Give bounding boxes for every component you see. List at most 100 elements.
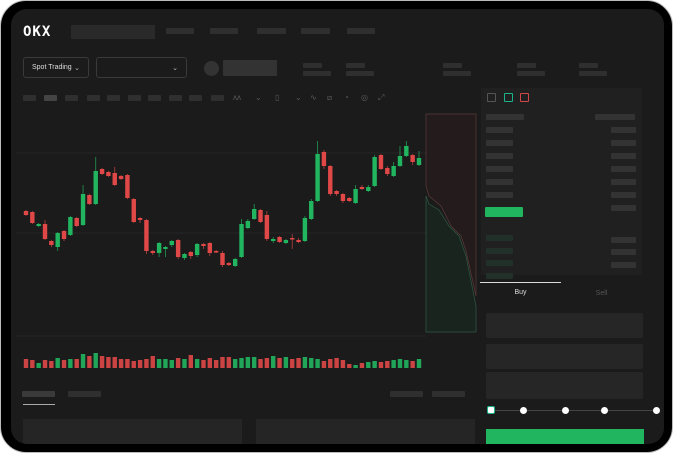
ask-amount <box>611 127 636 133</box>
volume-bar <box>118 359 124 368</box>
okx-logo[interactable]: OKX <box>23 24 52 40</box>
indicator-icon[interactable]: ᴧᴧ <box>233 93 241 102</box>
candle-body <box>42 224 48 239</box>
candle-type-icon[interactable]: ▯ <box>275 93 280 102</box>
candle-body <box>169 241 174 245</box>
volume-bar <box>410 361 415 368</box>
coin-icon <box>204 61 219 76</box>
candle-body <box>340 194 346 201</box>
candle-body <box>194 244 200 255</box>
nav-item[interactable] <box>257 28 286 34</box>
volume-bar <box>169 360 174 368</box>
candle-body <box>251 209 257 219</box>
line-icon[interactable]: ∿ <box>310 93 317 102</box>
chevron-down-icon[interactable]: ⌄ <box>255 93 262 102</box>
orders-tab[interactable] <box>22 391 55 397</box>
pair-select[interactable]: ⌄ <box>96 57 187 78</box>
volume-bar <box>55 358 60 368</box>
ask-amount <box>611 179 636 185</box>
interval-button[interactable] <box>169 95 182 101</box>
search-placeholder[interactable] <box>71 25 155 39</box>
volume-bar <box>194 359 200 368</box>
bid-price <box>486 260 513 266</box>
amount-slider-track[interactable] <box>491 410 657 411</box>
candle-body <box>61 231 67 239</box>
candle-body <box>49 241 54 245</box>
orderbook-bids-icon[interactable] <box>504 93 513 102</box>
candle-body <box>283 240 289 243</box>
nav-item[interactable] <box>166 28 194 34</box>
candle-body <box>87 195 92 204</box>
total-input[interactable] <box>486 372 643 399</box>
fullscreen-icon[interactable]: ⤢ <box>378 93 385 102</box>
interval-button-active[interactable] <box>44 95 57 101</box>
volume-bar <box>359 363 365 368</box>
stat-value <box>303 71 331 76</box>
interval-button[interactable] <box>211 95 224 101</box>
stat-label <box>517 63 536 68</box>
tab-sell[interactable]: Sell <box>595 290 608 297</box>
volume-bar <box>131 361 136 368</box>
volume-bar <box>112 357 117 368</box>
orderbook-both-icon[interactable] <box>487 93 496 102</box>
pair-price-placeholder <box>223 60 277 76</box>
filter-button[interactable] <box>390 391 423 397</box>
candle-body <box>378 155 384 169</box>
candle-body <box>93 171 98 204</box>
settings-icon[interactable]: ◎ <box>361 93 368 102</box>
slider-stop-25[interactable] <box>520 407 527 414</box>
interval-button[interactable] <box>148 95 161 101</box>
nav-item[interactable] <box>301 28 330 34</box>
volume-bar <box>36 363 41 368</box>
volume-bar <box>188 355 194 368</box>
interval-button[interactable] <box>23 95 36 101</box>
filter-button[interactable] <box>432 391 465 397</box>
interval-button[interactable] <box>87 95 100 101</box>
volume-bar <box>302 357 308 368</box>
volume-bar <box>340 360 346 368</box>
volume-bar <box>125 359 130 368</box>
depth-asks-area <box>425 113 477 297</box>
volume-bar <box>68 359 73 368</box>
draw-icon[interactable]: ⧄ <box>327 93 333 102</box>
nav-item[interactable] <box>347 28 375 34</box>
volume-bar <box>366 362 371 368</box>
history-tab[interactable] <box>68 391 101 397</box>
orderbook-asks-icon[interactable] <box>520 93 529 102</box>
interval-button[interactable] <box>128 95 141 101</box>
camera-icon[interactable]: ◔ <box>344 93 349 102</box>
spot-trading-dropdown[interactable]: Spot Trading ⌄ <box>23 57 89 78</box>
interval-button[interactable] <box>65 95 78 101</box>
trading-screen: OKX Spot Trading ⌄ ⌄ ᴧᴧ ⌄ ▯ ⌄ ∿ ⧄ ◔ ◎ ⤢ <box>11 9 664 444</box>
volume-bar <box>93 353 98 368</box>
interval-button[interactable] <box>107 95 120 101</box>
volume-bar <box>315 359 320 368</box>
volume-bar <box>309 358 314 368</box>
volume-bar <box>290 359 295 368</box>
bid-price <box>486 235 513 241</box>
stat-label <box>346 63 365 68</box>
candle-body <box>207 243 213 253</box>
nav-item[interactable] <box>210 28 238 34</box>
ask-price <box>486 179 513 185</box>
price-input[interactable] <box>486 313 643 338</box>
candle-body <box>372 157 377 186</box>
volume-bar <box>321 361 327 368</box>
candle-body <box>245 221 251 228</box>
buy-tab-underline <box>480 282 561 283</box>
tab-buy[interactable]: Buy <box>514 289 527 296</box>
stat-value <box>346 71 374 76</box>
amount-slider-handle[interactable] <box>487 406 495 414</box>
slider-stop-100[interactable] <box>653 407 660 414</box>
interval-button[interactable] <box>189 95 202 101</box>
candlestick-chart[interactable] <box>11 106 481 376</box>
candle-body <box>321 152 327 166</box>
amount-input[interactable] <box>486 344 643 369</box>
candle-body <box>353 189 358 203</box>
stat-label <box>443 63 462 68</box>
buy-button[interactable] <box>486 429 644 444</box>
slider-stop-75[interactable] <box>601 407 608 414</box>
slider-stop-50[interactable] <box>562 407 569 414</box>
chevron-down-icon[interactable]: ⌄ <box>295 93 302 102</box>
